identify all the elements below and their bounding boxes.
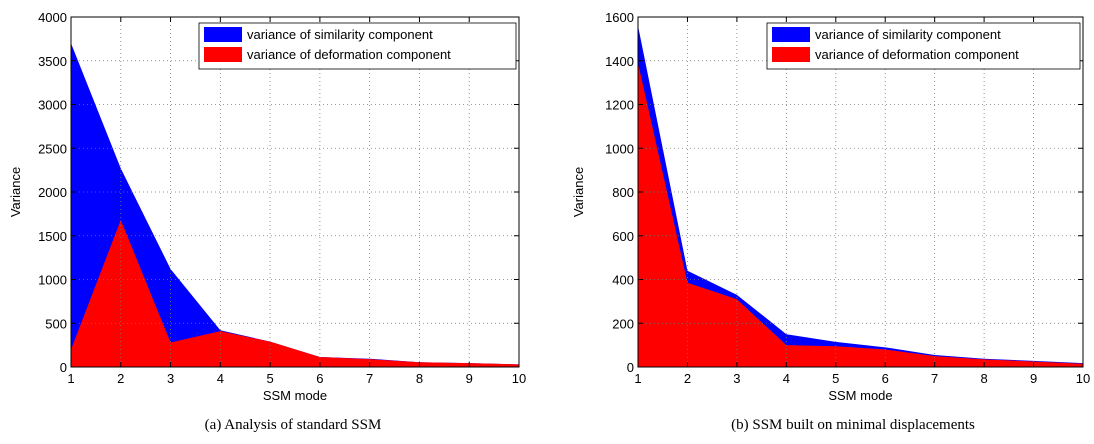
chart-b-caption: (b) SSM built on minimal displacements [731, 417, 975, 433]
legend-label-1: variance of similarity component [247, 27, 433, 42]
y-tick-label: 2500 [38, 141, 67, 156]
y-tick-label: 1600 [605, 10, 634, 25]
area-series-2 [638, 62, 1083, 367]
x-tick-label: 7 [366, 371, 373, 386]
y-tick-label: 0 [627, 360, 634, 375]
area-series-1 [71, 43, 519, 367]
legend-label-2: variance of deformation component [247, 47, 451, 62]
chart-b-plot: 1 2 3 4 5 6 7 8 9 10 0 200 400 600 800 1000 1200 1400 1600… [571, 10, 1090, 403]
x-tick-label: 6 [882, 371, 889, 386]
y-tick-label: 1400 [605, 54, 634, 69]
x-axis-label: SSM mode [263, 388, 327, 403]
y-tick-label: 200 [612, 316, 634, 331]
x-tick-label: 2 [117, 371, 124, 386]
y-tick-label: 800 [612, 185, 634, 200]
x-tick-label: 9 [1030, 371, 1037, 386]
x-tick-label: 1 [634, 371, 641, 386]
x-tick-label: 9 [466, 371, 473, 386]
x-tick-label: 6 [316, 371, 323, 386]
legend-swatch-2 [772, 47, 810, 62]
y-tick-label: 1000 [605, 141, 634, 156]
x-tick-label: 3 [167, 371, 174, 386]
y-tick-label: 0 [60, 360, 67, 375]
legend-box [766, 22, 1081, 70]
y-tick-label: 2000 [38, 185, 67, 200]
x-tick-label: 1 [67, 371, 74, 386]
x-tick-label: 8 [980, 371, 987, 386]
x-tick-label: 8 [416, 371, 423, 386]
y-tick-label: 400 [612, 273, 634, 288]
chart-a-caption: (a) Analysis of standard SSM [204, 417, 382, 433]
y-tick-label: 1500 [38, 229, 67, 244]
x-tick-label: 2 [684, 371, 691, 386]
y-tick-label: 3500 [38, 54, 67, 69]
x-tick-label: 10 [1076, 371, 1090, 386]
chart-a-plot: 1 2 3 4 5 6 7 8 9 10 0 500 1000 1500 2000 2500 3000 3500 4… [8, 10, 526, 403]
y-tick-label: 3000 [38, 98, 67, 113]
chart-panel-a: 1 2 3 4 5 6 7 8 9 10 0 500 1000 1500 2000 2500 3000 3500 4… [0, 0, 540, 444]
y-tick-label: 1200 [605, 98, 634, 113]
x-tick-label: 4 [783, 371, 790, 386]
x-tick-label: 10 [512, 371, 526, 386]
legend-box [198, 22, 517, 70]
legend: variance of similarity component variance… [198, 22, 517, 70]
x-tick-label: 7 [931, 371, 938, 386]
area-series-2 [71, 220, 519, 367]
legend: variance of similarity component variance… [766, 22, 1081, 70]
x-tick-label: 5 [832, 371, 839, 386]
legend-swatch-1 [204, 27, 242, 42]
x-tick-label: 3 [733, 371, 740, 386]
x-axis-label: SSM mode [828, 388, 892, 403]
legend-label-1: variance of similarity component [815, 27, 1001, 42]
legend-label-2: variance of deformation component [815, 47, 1019, 62]
chart-panel-b: 1 2 3 4 5 6 7 8 9 10 0 200 400 600 800 1000 1200 1400 1600… [560, 0, 1094, 444]
y-tick-label: 4000 [38, 10, 67, 25]
y-axis-label: Variance [8, 167, 23, 217]
y-tick-label: 600 [612, 229, 634, 244]
legend-swatch-1 [772, 27, 810, 42]
y-axis-label: Variance [571, 167, 586, 217]
y-tick-label: 500 [45, 316, 67, 331]
y-tick-label: 1000 [38, 273, 67, 288]
legend-swatch-2 [204, 47, 242, 62]
x-tick-label: 4 [217, 371, 224, 386]
x-tick-label: 5 [266, 371, 273, 386]
